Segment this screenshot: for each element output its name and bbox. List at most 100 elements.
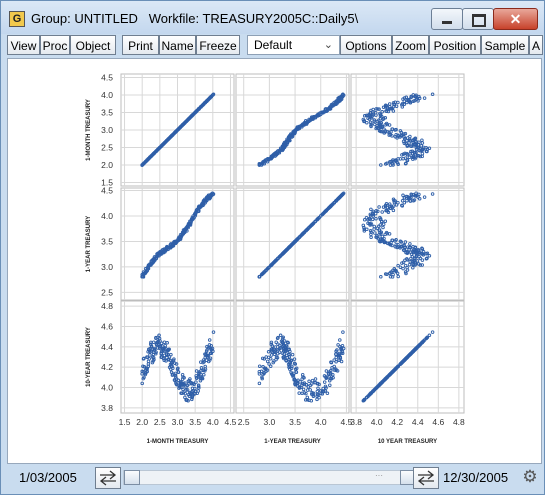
data-point: [403, 156, 408, 160]
more-toolbar-button[interactable]: A: [529, 35, 543, 55]
close-button[interactable]: ✕: [493, 8, 538, 30]
start-date: 1/03/2005: [19, 470, 77, 485]
x-tick-label: 3.5: [289, 417, 301, 427]
data-point: [411, 140, 415, 145]
data-point: [394, 238, 398, 242]
data-point: [405, 245, 410, 249]
data-point: [420, 138, 424, 142]
data-point: [408, 242, 412, 246]
graph-template-dropdown[interactable]: Default ⌄: [247, 35, 340, 55]
data-point: [257, 369, 262, 374]
minimize-button[interactable]: [431, 8, 463, 30]
data-point: [383, 219, 388, 223]
data-point: [182, 375, 186, 380]
data-point: [159, 341, 164, 346]
data-point: [427, 254, 432, 258]
data-point: [263, 366, 268, 371]
dropdown-value: Default: [254, 38, 293, 52]
data-point: [171, 243, 176, 248]
x-tick-label: 4.4: [412, 417, 424, 427]
data-point: [374, 386, 379, 390]
zoom-button[interactable]: Zoom: [392, 35, 429, 55]
data-point: [373, 122, 377, 127]
y-tick-label: 4.8: [101, 301, 113, 311]
name-button[interactable]: Name: [159, 35, 196, 55]
data-point: [325, 391, 330, 396]
data-point: [369, 232, 373, 237]
object-button[interactable]: Object: [70, 35, 116, 55]
data-point: [210, 346, 215, 351]
data-point: [422, 338, 427, 342]
position-button[interactable]: Position: [429, 35, 481, 55]
data-point: [292, 377, 297, 381]
y-tick-label: 3.5: [101, 236, 113, 246]
column-axis-label: 10 YEAR TREASURY: [378, 439, 437, 445]
data-point: [257, 364, 262, 368]
data-point: [416, 145, 420, 150]
data-point: [294, 366, 299, 371]
data-point: [369, 391, 373, 396]
maximize-button[interactable]: [462, 8, 494, 30]
options-button[interactable]: Options: [340, 35, 392, 55]
data-point: [391, 268, 395, 273]
title-bar[interactable]: G Group: UNTITLED Workfile: TREASURY2005…: [1, 1, 544, 34]
data-point: [184, 398, 189, 402]
data-point: [169, 352, 173, 357]
data-point: [257, 275, 262, 279]
data-point: [289, 358, 293, 363]
sample-button[interactable]: Sample: [481, 35, 529, 55]
data-point: [334, 367, 338, 371]
data-point: [379, 220, 384, 224]
data-point: [383, 115, 388, 120]
data-point: [414, 346, 418, 351]
data-point: [372, 118, 377, 122]
freeze-button[interactable]: Freeze: [196, 35, 240, 55]
data-point: [140, 381, 144, 386]
data-point: [401, 248, 406, 252]
data-point: [287, 353, 291, 357]
close-icon: ✕: [509, 11, 522, 27]
x-tick-label: 3.0: [263, 417, 275, 427]
data-point: [422, 96, 427, 100]
data-point: [396, 263, 400, 268]
data-point: [387, 102, 392, 106]
sample-slider[interactable]: ···: [123, 470, 417, 485]
data-point: [274, 357, 278, 362]
data-point: [430, 192, 435, 196]
data-point: [341, 192, 345, 196]
data-point: [298, 380, 302, 384]
data-point: [287, 347, 291, 351]
view-button[interactable]: View: [7, 35, 40, 55]
data-point: [322, 389, 326, 394]
data-point: [394, 127, 398, 132]
data-point: [404, 194, 409, 199]
data-point: [268, 357, 273, 361]
x-tick-label: 4.5: [225, 417, 237, 427]
graph-area[interactable]: 4.5 4.0 3.5 3.0 2.5 2.0 1.5 1-MONTH TREASURY 4.5…: [7, 58, 542, 464]
data-point: [335, 348, 339, 352]
data-point: [332, 358, 336, 362]
proc-button[interactable]: Proc: [40, 35, 70, 55]
data-point: [334, 360, 338, 364]
data-point: [316, 393, 320, 397]
print-button[interactable]: Print: [122, 35, 159, 55]
data-point: [207, 338, 212, 342]
data-point: [151, 355, 156, 360]
data-point: [402, 243, 406, 248]
data-point: [183, 381, 187, 385]
shift-left-button[interactable]: [95, 467, 121, 489]
data-point: [319, 391, 323, 396]
data-point: [146, 364, 151, 369]
y-tick-label: 1.5: [101, 178, 113, 188]
data-point: [401, 266, 405, 271]
slider-start-thumb[interactable]: [124, 470, 140, 485]
x-tick-label: 4.6: [432, 417, 444, 427]
gear-icon[interactable]: ⚙: [522, 467, 538, 486]
data-point: [420, 341, 424, 345]
shift-right-button[interactable]: [413, 467, 439, 489]
data-point: [387, 241, 391, 245]
data-point: [151, 340, 156, 344]
data-point: [377, 383, 381, 387]
data-point: [309, 115, 314, 119]
